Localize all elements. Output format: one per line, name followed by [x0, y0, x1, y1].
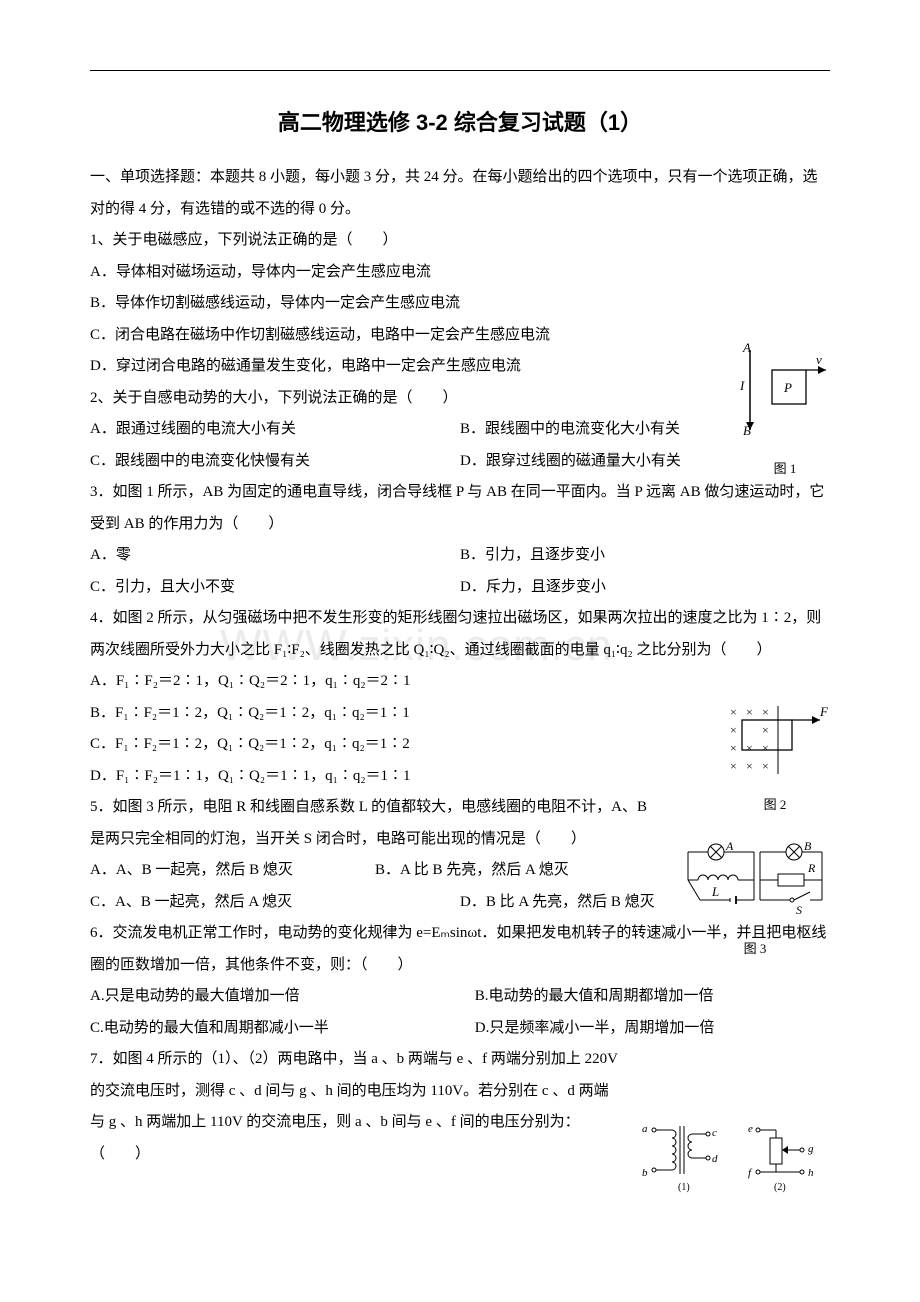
- q2-opt-a: A．跟通过线圈的电流大小有关: [90, 414, 460, 446]
- page-title: 高二物理选修 3-2 综合复习试题（1）: [90, 100, 830, 146]
- q6-opt-d: D.只是频率减小一半，周期增加一倍: [475, 1013, 715, 1045]
- q4-opt-a: A．F₁∶F₂＝2∶1，Q₁∶Q₂＝2∶1，q₁∶q₂＝2∶1: [90, 666, 830, 698]
- q3-opt-b: B．引力，且逐步变小: [460, 540, 830, 572]
- q4-opt-b: B．F₁∶F₂＝1∶2，Q₁∶Q₂＝1∶2，q₁∶q₂＝1∶1: [90, 698, 830, 730]
- q2-opts-row2: C．跟线圈中的电流变化快慢有关 D．跟穿过线圈的磁通量大小有关: [90, 446, 830, 478]
- q1-opt-a: A．导体相对磁场运动，导体内一定会产生感应电流: [90, 257, 830, 289]
- q2-opts-row1: A．跟通过线圈的电流大小有关 B．跟线圈中的电流变化大小有关: [90, 414, 830, 446]
- q5-opt-d: D．B 比 A 先亮，然后 B 熄灭: [460, 887, 830, 919]
- q1-stem: 1、关于电磁感应，下列说法正确的是（ ）: [90, 225, 830, 257]
- section-intro: 一、单项选择题：本题共 8 小题，每小题 3 分，共 24 分。在每小题给出的四…: [90, 162, 830, 225]
- svg-text:v: v: [816, 352, 822, 367]
- q1-opt-d: D．穿过闭合电路的磁通量发生变化，电路中一定会产生感应电流: [90, 351, 830, 383]
- q2-opt-c: C．跟线圈中的电流变化快慢有关: [90, 446, 460, 478]
- q7-stem: 7．如图 4 所示的（1）、（2）两电路中，当 a 、b 两端与 e 、f 两端…: [90, 1044, 830, 1170]
- q5-opts-row2: C．A、B 一起亮，然后 A 熄灭 D．B 比 A 先亮，然后 B 熄灭: [90, 887, 830, 919]
- q4-opt-d: D．F₁∶F₂＝1∶1，Q₁∶Q₂＝1∶1，q₁∶q₂＝1∶1: [90, 761, 830, 793]
- q5-opt-b: B．A 比 B 先亮，然后 A 熄灭: [375, 855, 660, 887]
- q6-opt-b: B.电动势的最大值和周期都增加一倍: [475, 981, 714, 1013]
- svg-text:(2): (2): [774, 1182, 786, 1193]
- q6-stem: 6．交流发电机正常工作时，电动势的变化规律为 e=Eₘsinωt．如果把发电机转…: [90, 918, 830, 981]
- q2-stem: 2、关于自感电动势的大小，下列说法正确的是（ ）: [90, 383, 830, 415]
- q3-opts-row1: A．零 B．引力，且逐步变小: [90, 540, 830, 572]
- q3-opt-d: D．斥力，且逐步变小: [460, 572, 830, 604]
- q2-opt-b: B．跟线圈中的电流变化大小有关: [460, 414, 830, 446]
- q5-opts-row1: A．A、B 一起亮，然后 B 熄灭 B．A 比 B 先亮，然后 A 熄灭: [90, 855, 830, 887]
- q5-opt-a: A．A、B 一起亮，然后 B 熄灭: [90, 855, 375, 887]
- q6-opts-row2: C.电动势的最大值和周期都减小一半 D.只是频率减小一半，周期增加一倍: [90, 1013, 830, 1045]
- q1-opt-c: C．闭合电路在磁场中作切割磁感线运动，电路中一定会产生感应电流: [90, 320, 830, 352]
- top-horizontal-rule: [90, 70, 830, 71]
- q6-opt-c: C.电动势的最大值和周期都减小一半: [90, 1013, 475, 1045]
- q4-opt-c: C．F₁∶F₂＝1∶2，Q₁∶Q₂＝1∶2，q₁∶q₂＝1∶2: [90, 729, 830, 761]
- q2-opt-d: D．跟穿过线圈的磁通量大小有关: [460, 446, 830, 478]
- q6-opt-a: A.只是电动势的最大值增加一倍: [90, 981, 475, 1013]
- q6-opts-row1: A.只是电动势的最大值增加一倍 B.电动势的最大值和周期都增加一倍: [90, 981, 830, 1013]
- svg-text:(1): (1): [678, 1182, 690, 1193]
- q4-stem: 4．如图 2 所示，从匀强磁场中把不发生形变的矩形线圈匀速拉出磁场区，如果两次拉…: [90, 603, 830, 666]
- q3-stem: 3．如图 1 所示，AB 为固定的通电直导线，闭合导线框 P 与 AB 在同一平…: [90, 477, 830, 540]
- q1-opt-b: B．导体作切割磁感线运动，导体内一定会产生感应电流: [90, 288, 830, 320]
- q3-opt-c: C．引力，且大小不变: [90, 572, 460, 604]
- q5-opt-c: C．A、B 一起亮，然后 A 熄灭: [90, 887, 460, 919]
- q3-opts-row2: C．引力，且大小不变 D．斥力，且逐步变小: [90, 572, 830, 604]
- q3-opt-a: A．零: [90, 540, 460, 572]
- svg-text:A: A: [742, 340, 751, 355]
- q5-stem: 5．如图 3 所示，电阻 R 和线圈自感系数 L 的值都较大，电感线圈的电阻不计…: [90, 792, 830, 855]
